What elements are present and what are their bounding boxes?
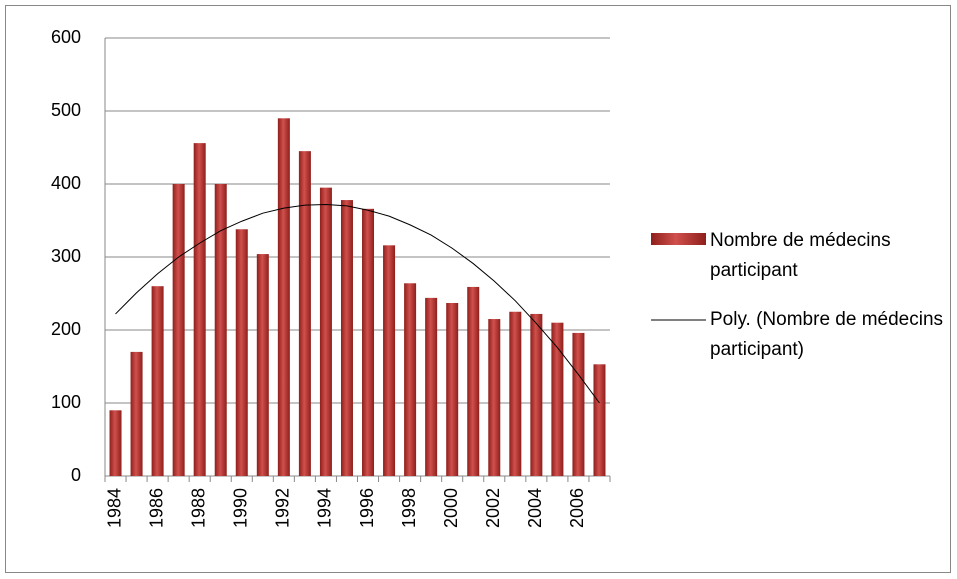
bar [193, 143, 206, 476]
x-tick-label: 1996 [357, 488, 377, 528]
bar [214, 184, 227, 476]
legend-label: Poly. (Nombre de médecins participant) [710, 309, 944, 360]
bar [319, 187, 332, 476]
bar [340, 200, 353, 476]
bar [298, 151, 311, 476]
x-tick-label: 1998 [399, 488, 419, 528]
bar [151, 286, 164, 476]
trend-line [115, 203, 600, 404]
bar [425, 297, 438, 476]
bar [530, 313, 543, 476]
legend-label: Nombre de médecins participant [710, 230, 891, 281]
y-tick-label: 400 [51, 173, 81, 193]
bar [277, 118, 290, 477]
x-tick-label: 2006 [567, 488, 587, 528]
bar [235, 229, 248, 476]
y-tick-label: 600 [51, 27, 81, 47]
bar [172, 184, 185, 476]
x-tick-label: 1984 [104, 488, 124, 528]
x-tick-label: 2004 [525, 488, 545, 528]
bar [509, 311, 522, 476]
bar [572, 332, 585, 476]
bar [362, 208, 375, 476]
x-tick-label: 2002 [483, 488, 503, 528]
bar [488, 319, 501, 476]
x-tick-label: 2000 [441, 488, 461, 528]
bar [593, 364, 606, 476]
x-tick-label: 1988 [188, 488, 208, 528]
bar [109, 410, 122, 476]
legend-swatch [651, 233, 706, 245]
x-tick-label: 1992 [273, 488, 293, 528]
x-tick-label: 1990 [231, 488, 251, 528]
bar [404, 283, 417, 476]
bar [551, 322, 564, 476]
bar [467, 286, 480, 476]
bar [256, 254, 269, 476]
x-tick-label: 1994 [315, 488, 335, 528]
y-tick-label: 300 [51, 246, 81, 266]
bar [446, 302, 459, 476]
y-tick-label: 100 [51, 392, 81, 412]
bar [130, 351, 143, 476]
bar [383, 245, 396, 476]
x-tick-label: 1986 [146, 488, 166, 528]
y-tick-label: 200 [51, 319, 81, 339]
y-tick-label: 500 [51, 100, 81, 120]
y-tick-label: 0 [71, 465, 81, 485]
